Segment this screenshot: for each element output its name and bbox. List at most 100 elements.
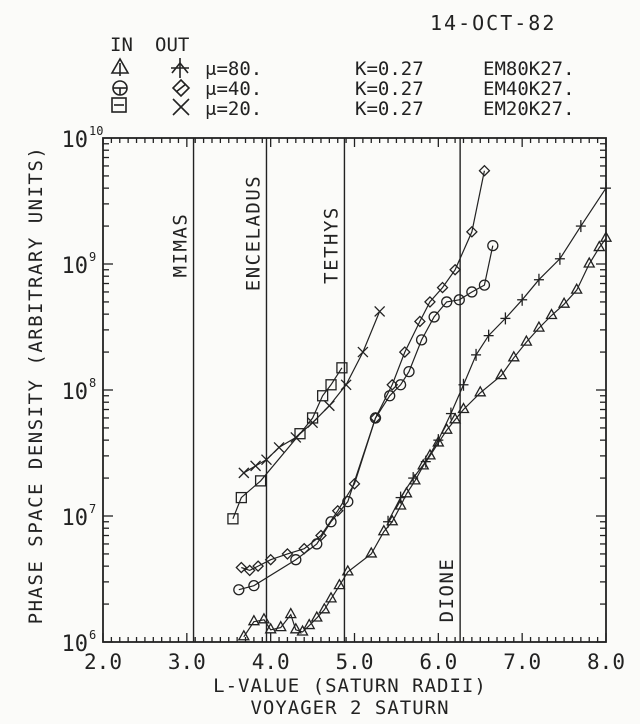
series-mu40-out: [235, 164, 491, 577]
data-point: [478, 279, 491, 291]
x-tick-label: 3.0: [168, 650, 206, 674]
data-point: [545, 308, 558, 320]
data-point: [235, 491, 247, 504]
data-point: [318, 602, 331, 614]
data-point: [264, 553, 277, 566]
legend-row-3-id: EM20K27.: [483, 98, 575, 120]
moon-label-tethys: TETHYS: [320, 206, 342, 284]
data-point: [457, 402, 470, 414]
series-line: [232, 367, 343, 520]
data-point: [233, 584, 245, 596]
data-point: [428, 311, 440, 323]
data-point: [474, 385, 487, 397]
data-point: [394, 498, 407, 510]
y-tick-exponent: 7: [89, 502, 96, 516]
data-point: [415, 334, 428, 346]
x-tick-labels: 2.0 3.0 4.0 5.0 6.0 7.0 8.0: [84, 650, 625, 674]
data-point: [478, 164, 491, 177]
data-point: [487, 239, 499, 252]
data-point: [235, 561, 248, 574]
data-point: [386, 378, 399, 391]
legend-circle-icon: [112, 80, 128, 96]
legend-row-1-k: K=0.27: [355, 58, 424, 80]
series-mu40-in: [233, 239, 499, 596]
y-tick-base: 10: [62, 632, 89, 657]
series-mu20-in: [227, 362, 348, 525]
data-point: [458, 378, 469, 391]
data-point: [436, 281, 449, 294]
legend-symbols: [110, 57, 191, 116]
series-line: [243, 237, 607, 638]
data-point: [554, 252, 565, 265]
data-point: [237, 629, 250, 641]
data-point: [316, 390, 329, 402]
x-tick-label: 5.0: [336, 650, 374, 674]
legend-row-1-mu: μ=80.: [205, 58, 262, 80]
x-tick-label: 4.0: [252, 650, 290, 674]
data-point: [264, 622, 277, 634]
data-point: [336, 362, 348, 374]
data-point: [593, 240, 606, 252]
data-point: [520, 334, 533, 346]
data-point: [533, 273, 544, 286]
data-point: [341, 564, 354, 576]
data-point: [424, 296, 436, 308]
legend-row-1-id: EM80K27.: [483, 58, 575, 80]
y-tick-exponent: 6: [89, 628, 96, 642]
data-point: [273, 441, 285, 453]
series-mu20-out: [238, 306, 386, 479]
legend-in-header: IN: [110, 34, 133, 56]
series-mu80-out: [383, 182, 611, 528]
data-point: [227, 513, 239, 525]
data-point: [570, 282, 583, 294]
data-point: [445, 407, 456, 420]
data-point: [315, 529, 327, 542]
data-point: [281, 548, 294, 560]
data-point: [408, 472, 419, 485]
data-point: [307, 417, 319, 429]
legend-row-2-k: K=0.27: [355, 78, 424, 100]
legend-diamond-icon: [171, 78, 191, 98]
data-point: [449, 263, 462, 276]
series-mu80-in: [237, 230, 613, 641]
y-tick-base: 10: [62, 254, 89, 279]
legend-plus-icon: [171, 58, 189, 78]
data-point: [333, 578, 346, 590]
data-point: [365, 546, 378, 558]
data-point: [441, 296, 453, 308]
legend-row-3-k: K=0.27: [355, 98, 424, 120]
y-tick-exponent: 9: [89, 250, 96, 264]
data-point: [374, 306, 386, 317]
data-point: [289, 622, 302, 634]
data-point: [357, 346, 369, 358]
data-point: [398, 346, 411, 358]
y-tick-base: 10: [62, 506, 89, 531]
data-point: [248, 580, 260, 592]
data-point: [448, 412, 462, 424]
data-point: [369, 412, 382, 424]
data-point: [274, 620, 287, 632]
y-tick-label: 10 6: [62, 628, 97, 657]
data-point: [453, 294, 465, 306]
data-point: [377, 524, 390, 536]
data-point: [257, 612, 271, 624]
data-point: [386, 514, 399, 526]
x-tick-label: 7.0: [503, 650, 541, 674]
legend-out-header: OUT: [155, 34, 189, 56]
data-point: [413, 315, 426, 328]
legend-row-3-mu: μ=20.: [205, 98, 262, 120]
data-point: [500, 312, 511, 325]
data-point: [325, 516, 337, 528]
x-tick-label: 6.0: [419, 650, 457, 674]
y-tick-base: 10: [62, 380, 89, 405]
data-point: [517, 293, 528, 306]
x-tick-label: 2.0: [84, 650, 122, 674]
data-point: [325, 379, 337, 391]
moon-label-enceladus: ENCELADUS: [242, 175, 264, 291]
series-line: [243, 311, 381, 474]
data-point: [423, 448, 437, 460]
legend-row-2-mu: μ=40.: [205, 78, 262, 100]
data-point: [403, 365, 415, 378]
data-point: [348, 477, 361, 490]
